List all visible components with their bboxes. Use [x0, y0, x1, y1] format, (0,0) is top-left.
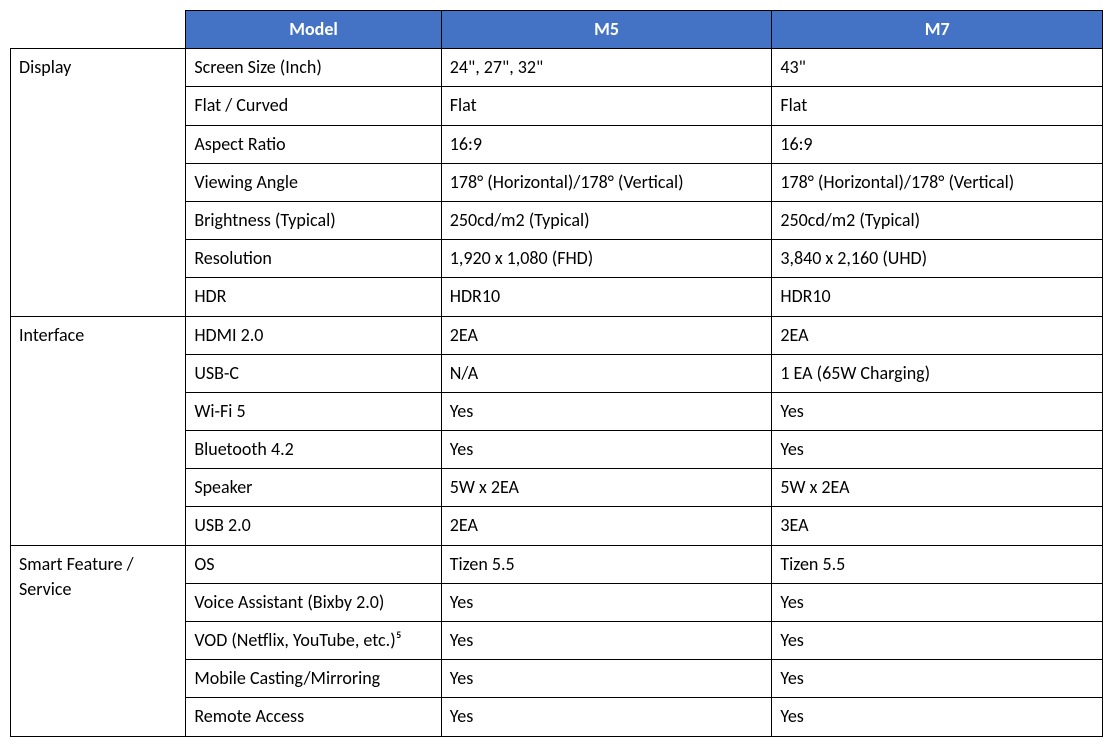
m7-cell: Yes: [772, 698, 1103, 736]
table-row: InterfaceHDMI 2.02EA2EA: [11, 316, 1103, 354]
m7-cell: 5W x 2EA: [772, 469, 1103, 507]
spec-cell: USB 2.0: [186, 507, 441, 545]
spec-cell: Speaker: [186, 469, 441, 507]
m7-cell: Yes: [772, 583, 1103, 621]
table-header-row: Model M5 M7: [11, 11, 1103, 49]
m5-cell: 1,920 x 1,080 (FHD): [441, 240, 772, 278]
header-m7: M7: [772, 11, 1103, 49]
m7-cell: Yes: [772, 622, 1103, 660]
header-model: Model: [186, 11, 441, 49]
spec-cell: Flat / Curved: [186, 87, 441, 125]
spec-cell: Remote Access: [186, 698, 441, 736]
m7-cell: Tizen 5.5: [772, 545, 1103, 583]
table-row: DisplayScreen Size (Inch)24", 27", 32"43…: [11, 49, 1103, 87]
m5-cell: 250cd/m2 (Typical): [441, 201, 772, 239]
m7-cell: 3EA: [772, 507, 1103, 545]
table-row: Smart Feature / ServiceOSTizen 5.5Tizen …: [11, 545, 1103, 583]
m5-cell: Yes: [441, 431, 772, 469]
m7-cell: Yes: [772, 392, 1103, 430]
m5-cell: Yes: [441, 660, 772, 698]
spec-cell: Viewing Angle: [186, 163, 441, 201]
m5-cell: Yes: [441, 698, 772, 736]
spec-cell: Screen Size (Inch): [186, 49, 441, 87]
m5-cell: Tizen 5.5: [441, 545, 772, 583]
m5-cell: Yes: [441, 392, 772, 430]
m7-cell: 250cd/m2 (Typical): [772, 201, 1103, 239]
spec-cell: Bluetooth 4.2: [186, 431, 441, 469]
m7-cell: 3,840 x 2,160 (UHD): [772, 240, 1103, 278]
spec-cell: USB-C: [186, 354, 441, 392]
category-cell: Display: [11, 49, 186, 316]
m7-cell: 43": [772, 49, 1103, 87]
spec-cell: Aspect Ratio: [186, 125, 441, 163]
m7-cell: HDR10: [772, 278, 1103, 316]
m5-cell: 24", 27", 32": [441, 49, 772, 87]
category-cell: Interface: [11, 316, 186, 545]
table-body: DisplayScreen Size (Inch)24", 27", 32"43…: [11, 49, 1103, 736]
spec-comparison-table: Model M5 M7 DisplayScreen Size (Inch)24"…: [10, 10, 1103, 737]
m7-cell: Yes: [772, 660, 1103, 698]
m7-cell: 2EA: [772, 316, 1103, 354]
m5-cell: Yes: [441, 622, 772, 660]
m5-cell: Yes: [441, 583, 772, 621]
spec-cell: VOD (Netflix, YouTube, etc.)⁵: [186, 622, 441, 660]
spec-cell: Wi-Fi 5: [186, 392, 441, 430]
m7-cell: 178° (Horizontal)/178° (Vertical): [772, 163, 1103, 201]
header-blank: [11, 11, 186, 49]
spec-cell: HDMI 2.0: [186, 316, 441, 354]
m5-cell: HDR10: [441, 278, 772, 316]
m7-cell: Flat: [772, 87, 1103, 125]
spec-cell: OS: [186, 545, 441, 583]
m5-cell: Flat: [441, 87, 772, 125]
m7-cell: Yes: [772, 431, 1103, 469]
spec-cell: Brightness (Typical): [186, 201, 441, 239]
m5-cell: 5W x 2EA: [441, 469, 772, 507]
spec-cell: Mobile Casting/Mirroring: [186, 660, 441, 698]
m7-cell: 16:9: [772, 125, 1103, 163]
category-cell: Smart Feature / Service: [11, 545, 186, 736]
m5-cell: 16:9: [441, 125, 772, 163]
header-m5: M5: [441, 11, 772, 49]
m5-cell: N/A: [441, 354, 772, 392]
spec-cell: Resolution: [186, 240, 441, 278]
spec-cell: HDR: [186, 278, 441, 316]
spec-cell: Voice Assistant (Bixby 2.0): [186, 583, 441, 621]
m5-cell: 2EA: [441, 316, 772, 354]
m5-cell: 178° (Horizontal)/178° (Vertical): [441, 163, 772, 201]
m5-cell: 2EA: [441, 507, 772, 545]
m7-cell: 1 EA (65W Charging): [772, 354, 1103, 392]
